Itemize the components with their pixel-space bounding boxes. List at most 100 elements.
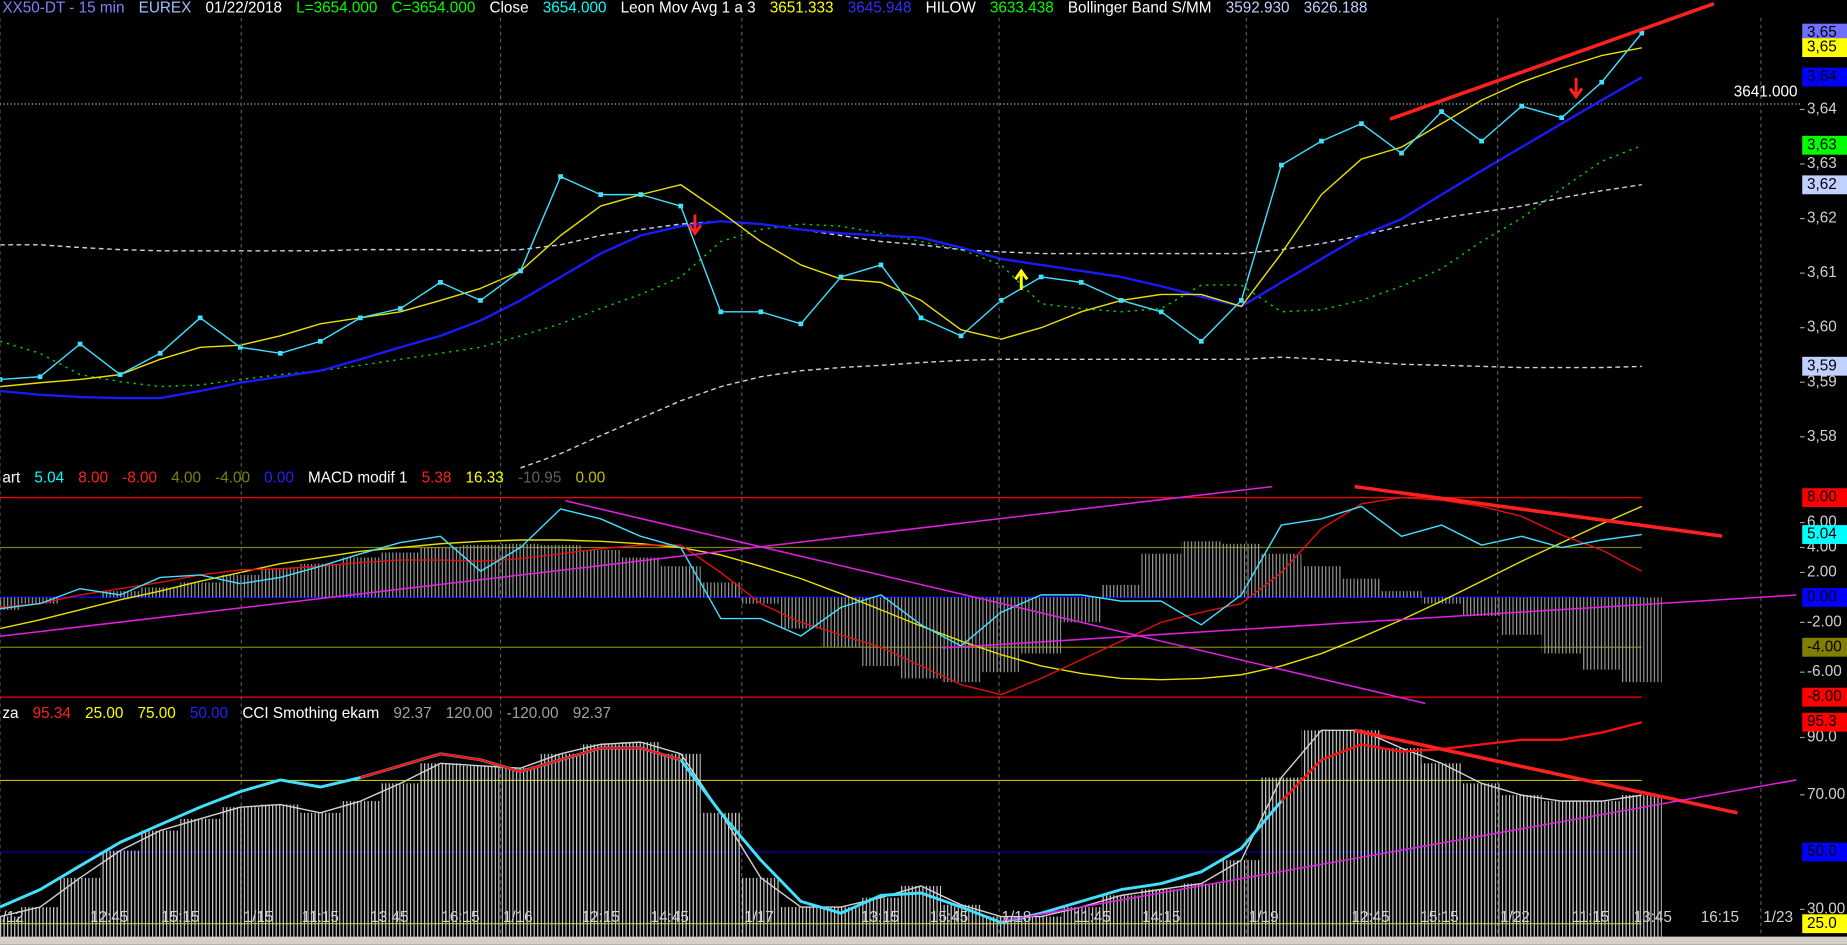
- histogram-bar: [860, 897, 901, 937]
- trend-line: [1001, 779, 1797, 923]
- series-line: [0, 496, 1643, 696]
- histogram-bar: [140, 587, 181, 598]
- header-text: 16.33: [466, 469, 504, 486]
- header-text: za: [2, 705, 19, 722]
- scrollbar[interactable]: [0, 936, 1847, 945]
- x-tick-label: 1/18: [1001, 909, 1031, 926]
- series-point: [798, 321, 804, 327]
- header-text: 3651.333: [770, 0, 834, 16]
- x-tick-label: 1/22: [1500, 909, 1530, 926]
- y-tick-label: 30.00: [1807, 900, 1845, 917]
- histogram-bar: [60, 877, 101, 937]
- header-text: 3645.948: [848, 0, 912, 16]
- header-text: -10.95: [518, 469, 561, 486]
- series-point: [37, 374, 43, 380]
- x-tick-label: 13:45: [1634, 909, 1672, 926]
- series-point: [1559, 115, 1565, 121]
- header-text: EUREX: [139, 0, 192, 16]
- value-flag: [1802, 587, 1847, 607]
- histogram-bar: [100, 850, 141, 937]
- histogram-bar: [700, 582, 741, 598]
- histogram-bar: [740, 597, 781, 604]
- series-point: [838, 274, 844, 280]
- series-point: [598, 192, 604, 197]
- x-tick-label: 13:15: [861, 909, 899, 926]
- histogram-bar: [1301, 566, 1342, 598]
- histogram-bar: [540, 753, 581, 937]
- series-point: [117, 372, 123, 377]
- series-point: [1158, 309, 1164, 315]
- y-tick-label: 3,63: [1807, 155, 1837, 172]
- value-flag-label: 3,65: [1807, 24, 1837, 41]
- x-tick-label: 12:45: [1351, 909, 1389, 926]
- x-tick-label: 16:15: [1701, 909, 1739, 926]
- series-point: [918, 315, 924, 321]
- histogram-bar: [500, 768, 541, 937]
- header-text: 3592.930: [1226, 0, 1290, 16]
- trend-line: [0, 485, 1273, 637]
- x-tick-label: 16:15: [441, 909, 479, 926]
- histogram-bar: [620, 557, 661, 598]
- histogram-bar: [380, 783, 421, 937]
- y-tick-label: -6.00: [1807, 663, 1842, 680]
- trend-line: [1354, 484, 1723, 538]
- series-point: [678, 203, 684, 209]
- series-point: [237, 344, 243, 350]
- x-tick-label: 13:45: [370, 909, 408, 926]
- histogram-bar: [500, 543, 541, 598]
- series-point: [638, 192, 644, 197]
- value-flag: [1802, 687, 1847, 707]
- series-line: [520, 356, 1642, 469]
- histogram-bar: [660, 753, 701, 937]
- series-line: [0, 32, 1643, 381]
- value-flag-label: 95.3: [1807, 713, 1837, 730]
- value-flag: [1802, 842, 1847, 862]
- series-point: [197, 315, 203, 321]
- header-text: 3654.000: [543, 0, 607, 16]
- histogram-bar: [1581, 801, 1622, 937]
- trend-line: [942, 594, 1797, 649]
- y-tick-label: 90.0: [1807, 729, 1837, 746]
- series-line: [0, 144, 1643, 388]
- series-point: [1479, 138, 1484, 144]
- header-text: 92.37: [573, 705, 611, 722]
- series-line: [0, 76, 1643, 400]
- histogram-bar: [1061, 907, 1102, 937]
- series-point: [1279, 162, 1284, 168]
- x-tick-label: 1/19: [1249, 909, 1279, 926]
- histogram-bar: [860, 597, 901, 666]
- header-text: 3626.188: [1304, 0, 1368, 16]
- histogram-bar: [1141, 889, 1182, 937]
- value-flag-label: 50.0: [1807, 843, 1837, 860]
- series-line: [360, 721, 1643, 802]
- series-line: [0, 505, 1642, 647]
- series-point: [558, 174, 563, 179]
- header-text: 0.00: [264, 469, 294, 486]
- header-text: -120.00: [507, 705, 559, 722]
- series-point: [1599, 79, 1605, 85]
- histogram-bar: [1101, 584, 1142, 598]
- histogram-bar: [1501, 795, 1542, 937]
- buy-arrow: [1014, 268, 1029, 290]
- header-text: 01/22/2018: [205, 0, 282, 16]
- series-point: [1238, 298, 1244, 303]
- header-text: XX50-DT - 15 min: [2, 0, 124, 16]
- histogram-bar: [20, 597, 61, 604]
- series-point: [438, 280, 443, 285]
- header-text: 120.00: [446, 705, 493, 722]
- y-tick-label: 3,64: [1807, 101, 1837, 118]
- value-flag: [1802, 525, 1847, 544]
- series-point: [998, 298, 1004, 303]
- series-point: [157, 350, 163, 356]
- histogram-bar: [340, 801, 381, 937]
- histogram-bar: [1381, 748, 1422, 937]
- histogram-bar: [20, 907, 61, 937]
- y-tick-label: 3,61: [1807, 264, 1837, 281]
- histogram-bar: [420, 547, 461, 598]
- series-point: [758, 309, 764, 315]
- series-point: [1118, 298, 1124, 303]
- x-tick-label: 11:15: [302, 909, 339, 926]
- histogram-bar: [260, 804, 301, 937]
